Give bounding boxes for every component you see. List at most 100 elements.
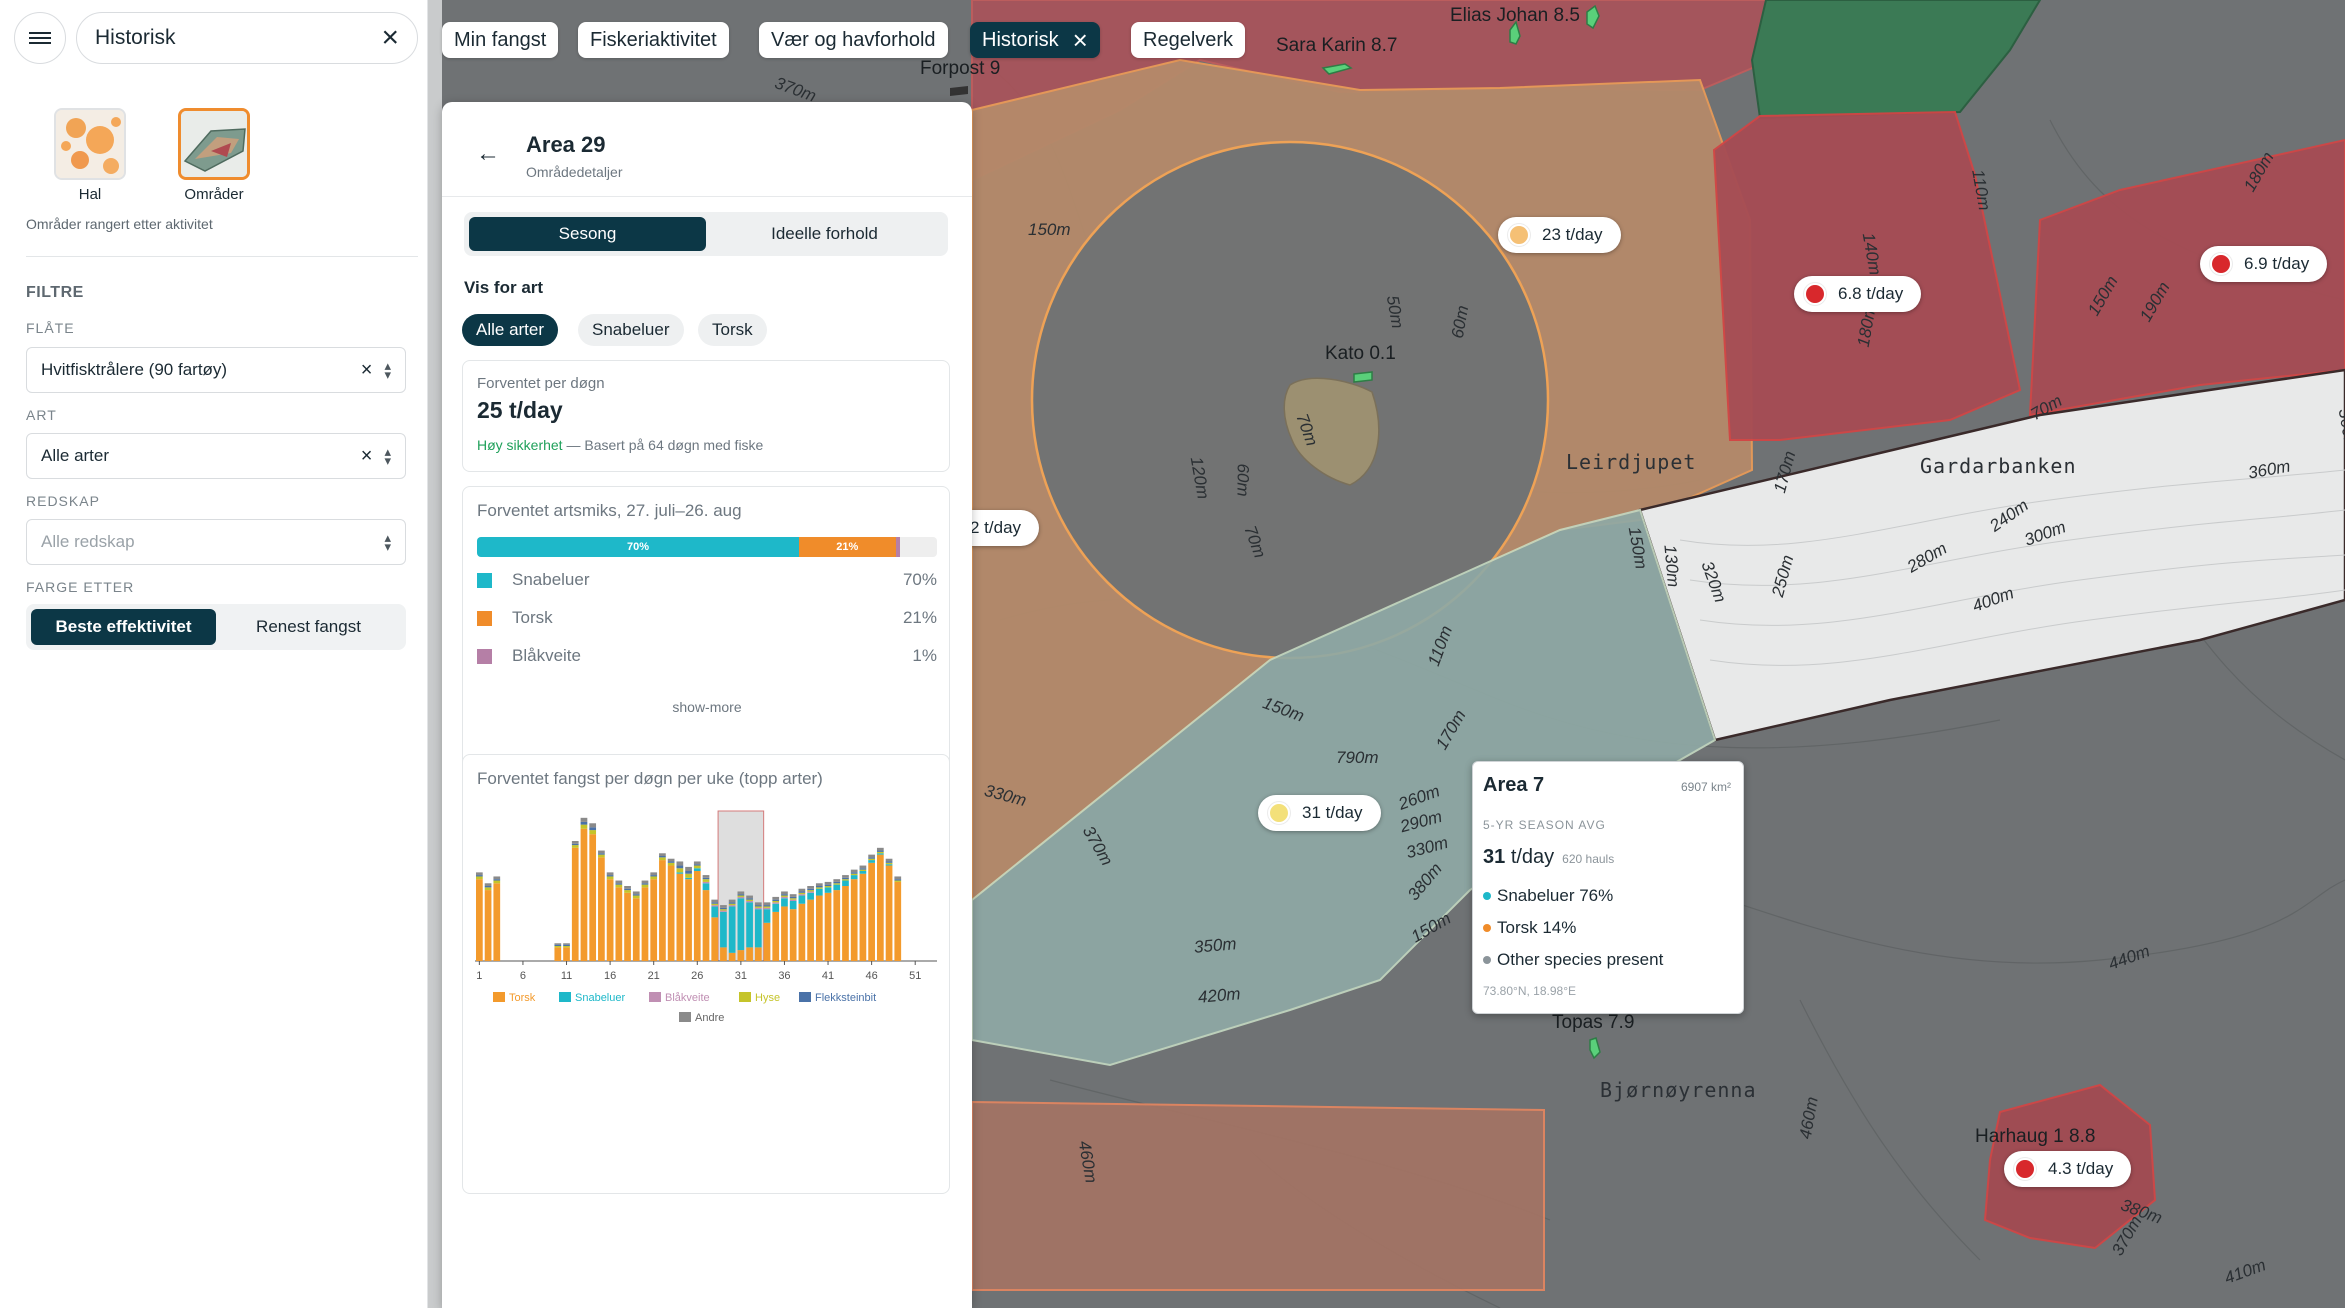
- chip-regelverk[interactable]: Regelverk: [1131, 22, 1246, 58]
- panel-tabs: Sesong Ideelle forhold: [464, 212, 948, 256]
- bar-segment: [702, 881, 710, 884]
- chip-vaer-og-havforhold[interactable]: Vær og havforhold: [759, 22, 948, 58]
- bar-segment: [702, 877, 710, 880]
- layer-hal[interactable]: Hal: [50, 108, 130, 203]
- bar-segment: [580, 824, 588, 829]
- bar-segment: [885, 862, 893, 865]
- bar-segment: [685, 873, 692, 878]
- bar-segment: [685, 871, 692, 874]
- farge-option-renest[interactable]: Renest fangst: [256, 617, 361, 636]
- menu-button[interactable]: [14, 12, 66, 64]
- vessel-label[interactable]: Sara Karin 8.7: [1276, 35, 1398, 56]
- clear-icon[interactable]: ×: [360, 444, 373, 467]
- clear-icon[interactable]: ×: [360, 358, 373, 381]
- tab-ideelle-forhold[interactable]: Ideelle forhold: [771, 224, 878, 243]
- x-tick-label: 21: [648, 970, 660, 982]
- panel-title: Area 29: [526, 132, 606, 157]
- bar-segment: [632, 895, 640, 899]
- bar-segment: [571, 843, 579, 846]
- close-icon[interactable]: ×: [1072, 25, 1088, 55]
- art-select[interactable]: Alle arter × ▴ ▾: [26, 433, 406, 479]
- farge-toggle: Beste effektivitet Renest fangst: [26, 604, 406, 650]
- bar-segment: [894, 880, 902, 882]
- bar-segment: [807, 892, 814, 900]
- art-label: ART: [26, 407, 57, 423]
- area-rate-pill[interactable]: 23 t/day: [1498, 217, 1621, 253]
- mix-pct: 21%: [902, 608, 937, 627]
- bar-segment: [859, 865, 867, 869]
- bar-segment: [667, 862, 675, 866]
- bar-segment: [824, 887, 832, 893]
- bar-segment: [615, 887, 623, 961]
- farge-option-beste[interactable]: Beste effektivitet: [31, 609, 216, 645]
- species-dot: [1483, 924, 1491, 932]
- depth-label: 130m: [1660, 543, 1684, 588]
- mix-bar: 70% 21%: [477, 537, 937, 557]
- divider: [26, 256, 418, 257]
- redskap-select[interactable]: Alle redskap ▴ ▾: [26, 519, 406, 565]
- area-rate-pill[interactable]: 6.9 t/day: [2200, 246, 2328, 282]
- bar-segment: [798, 894, 806, 896]
- bar-segment: [650, 875, 658, 877]
- bar-segment: [876, 853, 884, 855]
- bar-segment: [737, 894, 745, 896]
- vessel-label[interactable]: Kato 0.1: [1325, 343, 1396, 364]
- bar-segment: [676, 868, 684, 873]
- legend-swatch: [739, 992, 751, 1002]
- layer-omrader[interactable]: Områder: [174, 108, 254, 203]
- bar-segment: [484, 883, 492, 886]
- bar-segment: [632, 898, 640, 961]
- bar-segment: [807, 891, 814, 893]
- vessel-label[interactable]: Topas 7.9: [1552, 1012, 1635, 1033]
- vessel-label[interactable]: Elias Johan 8.5: [1450, 5, 1580, 26]
- bar-segment: [720, 907, 727, 910]
- bar-segment: [676, 861, 684, 866]
- x-tick-label: 46: [865, 970, 877, 982]
- close-icon[interactable]: ×: [381, 21, 399, 54]
- bar-segment: [876, 851, 884, 854]
- bar-segment: [772, 899, 780, 901]
- bar-segment: [580, 828, 588, 961]
- show-more-link[interactable]: show-more: [672, 699, 742, 715]
- layers-caption: Områder rangert etter aktivitet: [26, 216, 213, 232]
- bar-segment: [807, 890, 814, 892]
- tab-sesong[interactable]: Sesong: [469, 217, 706, 251]
- species-pill-snabeluer[interactable]: Snabeluer: [578, 314, 684, 346]
- species-pill-torsk[interactable]: Torsk: [698, 314, 767, 346]
- back-arrow-icon[interactable]: ←: [476, 140, 500, 167]
- bar-segment: [824, 884, 832, 886]
- vessel-label[interactable]: Forpost 9: [920, 58, 1001, 79]
- species-dot: [1483, 956, 1491, 964]
- popup-label: 5-YR SEASON AVG: [1483, 818, 1606, 832]
- chip-fiskeriaktivitet[interactable]: Fiskeriaktivitet: [578, 22, 729, 58]
- bar-segment: [711, 899, 719, 903]
- bar-segment: [711, 906, 719, 918]
- bar-segment: [859, 869, 867, 871]
- bar-segment: [554, 946, 562, 948]
- bar-segment: [754, 947, 762, 961]
- bar-segment: [641, 887, 649, 961]
- area-rate-pill[interactable]: 6.8 t/day: [1794, 276, 1922, 312]
- area-rate-pill[interactable]: 31 t/day: [1258, 795, 1381, 831]
- bar-segment: [563, 943, 570, 945]
- chip-min-fangst[interactable]: Min fangst: [442, 22, 559, 58]
- area-popup[interactable]: Area 7 6907 km² 5-YR SEASON AVG 31 t/day…: [1472, 761, 1744, 1014]
- vessel-label[interactable]: Harhaug 1 8.8: [1975, 1126, 2096, 1147]
- species-pill-alle[interactable]: Alle arter: [462, 314, 559, 346]
- area-rate-pill[interactable]: 4.3 t/day: [2004, 1151, 2132, 1187]
- flate-label: FLÅTE: [26, 320, 75, 336]
- bar-segment: [868, 860, 875, 863]
- bar-segment: [746, 895, 753, 899]
- bar-segment: [772, 903, 780, 912]
- depth-label: 60m: [1233, 463, 1253, 497]
- bar-segment: [763, 906, 771, 908]
- search-input[interactable]: Historisk ×: [76, 12, 418, 64]
- chip-historisk[interactable]: Historisk ×: [970, 22, 1100, 58]
- depth-label: 150m: [1028, 220, 1071, 239]
- mix-name: Blåkveite: [512, 646, 581, 665]
- bar-segment: [624, 892, 631, 961]
- bar-segment: [598, 853, 605, 855]
- swatch-icon: [477, 648, 492, 664]
- flate-select[interactable]: Hvitfisktrålere (90 fartøy) × ▴ ▾: [26, 347, 406, 393]
